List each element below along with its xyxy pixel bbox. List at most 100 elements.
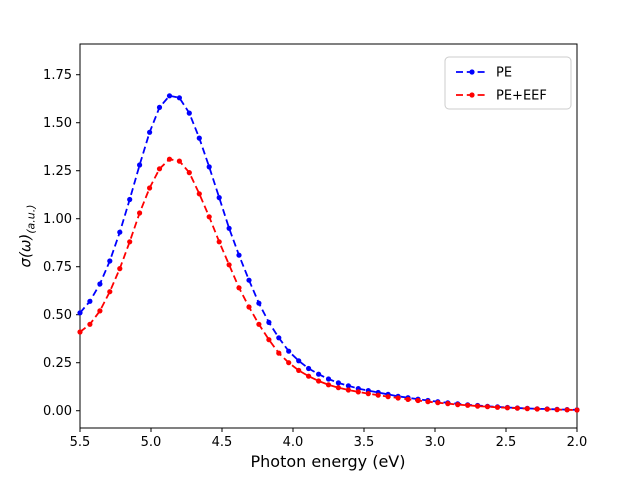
y-tick-label: 1.25 [43,164,72,179]
y-tick-label: 0.50 [43,308,72,323]
data-point-marker [176,158,182,164]
data-point-marker [544,406,550,412]
y-tick-label: 1.00 [43,212,72,227]
x-tick-label: 3.5 [354,435,375,450]
data-point-marker [137,210,143,216]
data-point-marker [286,348,292,354]
data-point-marker [465,402,471,408]
legend-marker-sample [469,69,475,75]
data-point-marker [276,350,282,356]
data-point-marker [306,365,312,372]
data-point-marker [504,405,510,411]
data-point-marker [534,406,540,412]
data-point-marker [107,258,113,264]
data-point-marker [97,281,103,287]
x-tick-label: 4.5 [212,435,233,450]
y-tick-label: 1.75 [43,68,72,83]
y-axis-label-sub: (a.u.) [24,204,38,234]
y-axis-label: σ(ω)(a.u.) [17,204,38,267]
data-point-marker [77,329,83,335]
x-axis-label: Photon energy (eV) [250,452,406,471]
data-point-marker [296,358,302,364]
data-point-marker [306,373,312,379]
data-point-marker [127,239,133,245]
data-point-marker [345,387,351,393]
data-point-marker [385,394,391,400]
data-point-marker [216,195,222,201]
data-point-marker [345,383,351,389]
series-markers-PE+EEF [77,156,580,413]
data-point-marker [156,104,163,110]
data-point-marker [325,382,332,388]
data-point-marker [206,214,212,220]
data-point-marker [574,407,580,413]
data-point-marker [176,95,182,101]
data-point-marker [196,135,202,141]
data-point-marker [564,407,570,413]
data-point-marker [226,262,232,268]
data-point-marker [246,277,252,283]
y-axis-label-main: σ(ω) [16,233,35,268]
y-tick-label: 1.50 [43,116,72,131]
y-tick-label: 0.75 [43,260,72,275]
data-point-marker [365,391,371,397]
data-point-marker [117,266,123,272]
data-point-marker [524,406,530,412]
data-point-marker [316,378,322,384]
data-point-marker [147,185,153,191]
data-point-marker [355,389,361,395]
axes-frame [79,43,578,429]
data-point-marker [196,191,202,197]
data-point-marker [425,399,431,405]
data-point-marker [166,93,173,99]
data-point-marker [514,405,521,411]
x-tick-label: 4.0 [283,435,304,450]
data-point-marker [97,308,103,314]
data-point-marker [226,225,232,231]
data-point-marker [554,407,560,413]
data-point-marker [156,166,163,172]
data-point-marker [445,401,451,407]
data-point-marker [87,321,93,327]
x-tick-label: 5.5 [70,435,91,450]
data-point-marker [107,289,113,295]
data-point-marker [494,404,501,410]
data-point-marker [147,129,153,135]
data-point-marker [127,196,133,203]
data-point-marker [325,376,332,382]
data-point-marker [395,395,401,401]
legend: PE PE+EEF [444,56,572,110]
data-point-marker [484,404,491,410]
series-markers-PE [77,93,580,413]
data-point-marker [256,300,262,306]
data-point-marker [276,335,282,341]
x-tick-label: 2.5 [496,435,517,450]
data-point-marker [246,304,252,310]
x-tick-label: 5.0 [141,435,162,450]
legend-label: PE+EEF [496,89,547,104]
data-point-marker [286,360,292,366]
data-point-marker [455,402,461,408]
y-tick-label: 0.00 [43,404,72,419]
data-point-marker [87,298,93,304]
data-point-marker [77,310,83,316]
data-point-marker [186,110,192,116]
data-point-marker [335,385,341,391]
data-point-marker [137,162,143,168]
data-point-marker [206,164,212,170]
legend-box [444,56,572,110]
series-line-PE [79,94,578,411]
legend-marker-sample [469,92,475,98]
data-point-marker [415,397,421,404]
data-point-marker [117,229,123,235]
data-point-marker [256,321,262,327]
data-point-marker [405,396,411,402]
data-point-marker [316,371,322,377]
x-tick-label: 3.0 [425,435,446,450]
data-point-marker [166,156,173,162]
data-point-marker [236,252,242,258]
series-line-PE+EEF [79,158,578,411]
data-point-marker [186,170,192,176]
